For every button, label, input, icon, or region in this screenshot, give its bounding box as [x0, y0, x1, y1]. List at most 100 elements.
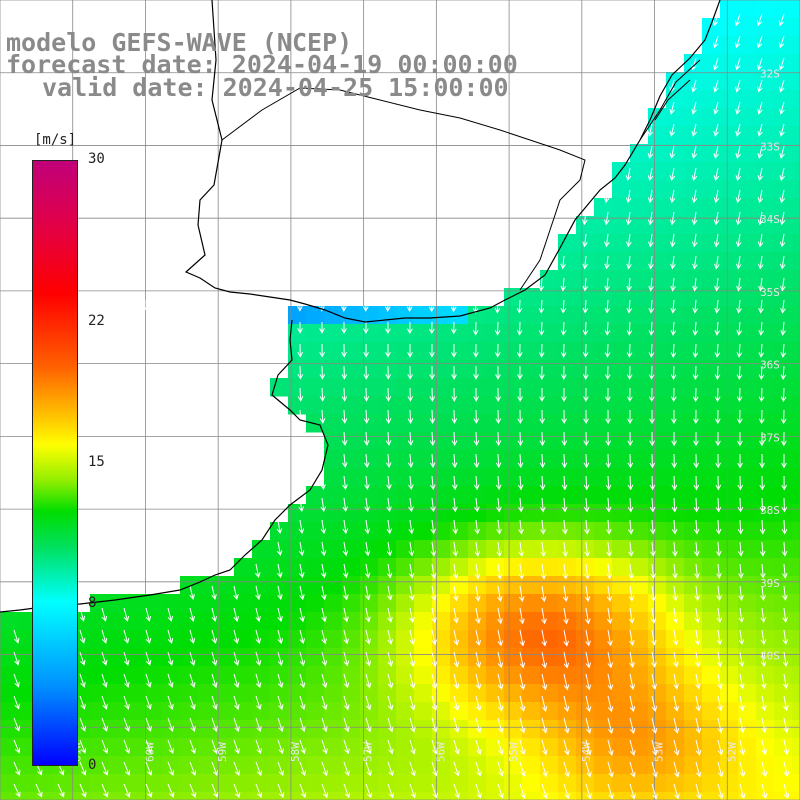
wind-arrow [627, 519, 634, 535]
wind-cell [108, 684, 127, 703]
wind-arrow [11, 299, 18, 311]
wind-cell [702, 180, 721, 199]
wind-arrow [758, 299, 764, 314]
wind-cell [432, 630, 451, 649]
wind-cell [414, 792, 433, 800]
wind-arrow [717, 717, 724, 734]
wind-cell [414, 558, 433, 577]
wind-arrow [145, 783, 153, 798]
wind-arrow [694, 629, 701, 646]
wind-arrow [299, 739, 306, 755]
wind-arrow [713, 145, 719, 159]
wind-arrow [453, 651, 460, 668]
wind-arrow [760, 563, 766, 579]
wind-arrow [298, 497, 305, 513]
wind-arrow [342, 563, 349, 579]
wind-arrow [387, 717, 394, 733]
wind-cell [378, 414, 397, 433]
wind-cell [666, 702, 685, 721]
wind-cell [252, 540, 271, 559]
longitude-label: 51W [798, 742, 800, 762]
wind-arrow [365, 739, 372, 755]
wind-cell [180, 774, 199, 793]
wind-arrow [451, 343, 457, 358]
wind-arrow [475, 783, 482, 799]
wind-arrow [538, 299, 545, 314]
wind-cell [738, 792, 757, 800]
wind-cell [396, 684, 415, 703]
wind-arrow [648, 365, 655, 380]
wind-cell [522, 666, 541, 685]
wind-cell [306, 792, 325, 800]
wind-arrow [429, 475, 436, 491]
wind-cell [522, 594, 541, 613]
forecast-date: forecast date: 2024-04-19 00:00:00 [6, 50, 518, 79]
wind-cell [324, 738, 343, 757]
wind-cell [666, 666, 685, 685]
wind-cell [594, 252, 613, 271]
wind-arrow [783, 761, 790, 778]
wind-cell [648, 666, 667, 685]
wind-cell [126, 720, 145, 739]
wind-cell [180, 792, 199, 800]
wind-cell [738, 0, 757, 19]
wind-arrow [519, 607, 525, 625]
latitude-label: 39S [760, 577, 780, 590]
wind-cell [720, 0, 739, 19]
wind-cell [468, 486, 487, 505]
wind-cell [522, 558, 541, 577]
wind-cell [126, 774, 145, 793]
wind-cell [666, 378, 685, 397]
wind-cell [414, 504, 433, 523]
wind-arrow [233, 717, 240, 733]
wind-cell [738, 342, 757, 361]
wind-cell [666, 576, 685, 595]
colorbar-unit: [m/s] [34, 132, 77, 148]
wind-arrow [431, 673, 438, 690]
wind-cell [378, 360, 397, 379]
wind-arrow [695, 695, 701, 712]
wind-cell [450, 360, 469, 379]
wind-arrow [605, 497, 612, 513]
wind-arrow [758, 343, 765, 358]
wind-cell [738, 90, 757, 109]
wind-cell [684, 306, 703, 325]
wind-arrow [321, 607, 327, 623]
wind-cell [738, 198, 757, 217]
wind-cell [450, 522, 469, 541]
wind-arrow [671, 453, 678, 469]
wind-cell [738, 522, 757, 541]
wind-cell [666, 216, 685, 235]
wind-cell [450, 468, 469, 487]
wind-arrow [79, 673, 86, 688]
wind-arrow [585, 673, 592, 691]
wind-arrow [583, 475, 590, 491]
wind-cell [18, 720, 37, 739]
wind-cell [684, 450, 703, 469]
wind-arrow [669, 145, 676, 159]
wind-cell [414, 630, 433, 649]
wind-arrow [385, 321, 391, 335]
wind-cell [450, 306, 469, 325]
wind-arrow [695, 739, 702, 756]
wind-cell [558, 540, 577, 559]
wind-cell [540, 522, 559, 541]
wind-arrow [145, 717, 152, 732]
wind-arrow [211, 717, 218, 733]
wind-arrow [320, 563, 327, 579]
wind-cell [234, 684, 253, 703]
wind-cell [594, 720, 613, 739]
wind-cell [630, 198, 649, 217]
wind-cell [702, 738, 721, 757]
wind-cell [720, 576, 739, 595]
wind-arrow [321, 673, 328, 689]
wind-cell [486, 414, 505, 433]
wind-cell [720, 792, 739, 800]
wind-arrow [541, 629, 547, 647]
wind-cell [756, 252, 775, 271]
wind-arrow [121, 299, 127, 311]
wind-arrow [341, 365, 348, 380]
wind-arrow [255, 761, 263, 777]
wind-arrow [693, 453, 700, 469]
wind-cell [612, 594, 631, 613]
